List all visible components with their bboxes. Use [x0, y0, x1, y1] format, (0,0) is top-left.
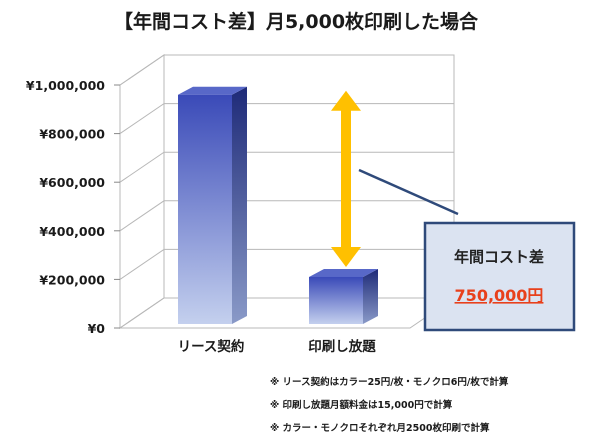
callout-value: 750,000円 — [455, 286, 544, 305]
callout-pointer-line — [358, 168, 459, 216]
bar — [178, 86, 247, 324]
bars — [178, 86, 378, 324]
arrow-head-down — [331, 246, 361, 267]
bar-side — [232, 86, 247, 324]
bar-side — [363, 268, 378, 324]
y-tick-label: ¥800,000 — [39, 127, 105, 142]
arrow-head-up — [331, 90, 361, 111]
footnote-1: ※ リース契約はカラー25円/枚・モノクロ6円/枚で計算 — [270, 376, 509, 388]
gridline — [119, 54, 454, 86]
y-axis-tick-labels: ¥0 ¥200,000 ¥400,000 ¥600,000 ¥800,000 ¥1,000… — [26, 78, 105, 336]
arrow-shaft — [341, 108, 351, 249]
bar-front — [309, 276, 363, 324]
x-category-label: リース契約 — [178, 338, 245, 355]
y-tick-label: ¥400,000 — [39, 224, 105, 239]
bar-front — [178, 94, 232, 324]
bar-top — [309, 268, 378, 277]
footnote-2: ※ 印刷し放題月額料金は15,000円で計算 — [270, 399, 453, 411]
bar-top — [178, 86, 247, 95]
gridline — [119, 151, 454, 183]
gridline — [119, 200, 454, 232]
x-axis-category-labels: リース契約 印刷し放題 — [178, 338, 377, 355]
bar — [309, 268, 378, 324]
difference-arrow — [331, 90, 361, 267]
chart-walls — [118, 54, 456, 329]
footnotes: ※ リース契約はカラー25円/枚・モノクロ6円/枚で計算 ※ 印刷し放題月額料金… — [270, 376, 509, 434]
y-tick-label: ¥1,000,000 — [26, 78, 105, 93]
chart-title: 【年間コスト差】月5,000枚印刷した場合 — [114, 10, 479, 33]
y-tick-label: ¥600,000 — [39, 175, 105, 190]
footnote-3: ※ カラー・モノクロそれぞれ月2500枚印刷で計算 — [270, 422, 490, 434]
y-tick-label: ¥0 — [88, 321, 106, 336]
y-tick-label: ¥200,000 — [39, 272, 105, 287]
x-category-label: 印刷し放題 — [308, 338, 376, 355]
gridline — [119, 103, 454, 135]
callout-title: 年間コスト差 — [454, 248, 544, 266]
cost-difference-callout: 年間コスト差 750,000円 — [423, 221, 576, 332]
floor — [118, 297, 456, 329]
side-wall — [119, 54, 165, 329]
callout-box — [423, 221, 576, 332]
